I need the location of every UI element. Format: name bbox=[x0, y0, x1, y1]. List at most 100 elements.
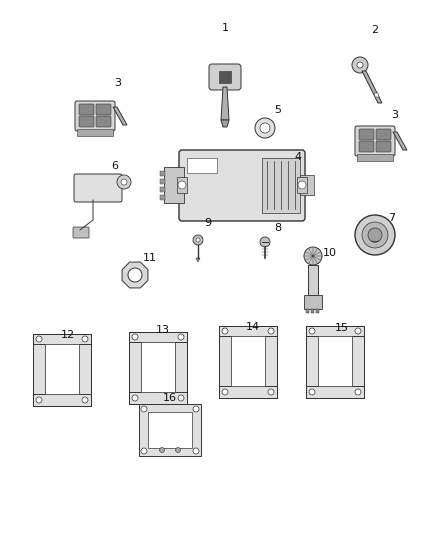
Bar bbox=[139, 404, 201, 456]
Circle shape bbox=[178, 395, 184, 401]
Bar bbox=[262, 158, 300, 213]
FancyBboxPatch shape bbox=[359, 129, 374, 140]
Bar bbox=[219, 326, 231, 398]
Text: 2: 2 bbox=[371, 25, 378, 35]
Bar bbox=[77, 129, 113, 136]
Circle shape bbox=[268, 328, 274, 334]
Bar bbox=[45, 344, 79, 394]
Text: 15: 15 bbox=[335, 323, 349, 333]
Circle shape bbox=[193, 448, 199, 454]
FancyBboxPatch shape bbox=[376, 129, 391, 140]
Bar bbox=[175, 332, 187, 404]
Text: 5: 5 bbox=[275, 105, 282, 115]
Bar bbox=[316, 309, 319, 313]
Bar bbox=[306, 326, 318, 398]
Circle shape bbox=[193, 235, 203, 245]
Bar bbox=[306, 386, 364, 398]
Circle shape bbox=[121, 179, 127, 185]
Circle shape bbox=[82, 397, 88, 403]
FancyBboxPatch shape bbox=[179, 150, 305, 221]
Circle shape bbox=[178, 334, 184, 340]
Bar bbox=[352, 326, 364, 398]
Bar bbox=[33, 334, 91, 406]
Bar bbox=[33, 394, 91, 406]
Polygon shape bbox=[221, 87, 229, 120]
Bar bbox=[219, 71, 231, 83]
Bar bbox=[129, 332, 141, 404]
Text: 7: 7 bbox=[389, 213, 396, 223]
Circle shape bbox=[304, 247, 322, 265]
Circle shape bbox=[128, 268, 142, 282]
Text: 3: 3 bbox=[114, 78, 121, 88]
Circle shape bbox=[260, 237, 270, 247]
Circle shape bbox=[141, 406, 147, 412]
Circle shape bbox=[357, 62, 363, 68]
Bar bbox=[306, 326, 364, 336]
Circle shape bbox=[132, 334, 138, 340]
Circle shape bbox=[260, 123, 270, 133]
Circle shape bbox=[355, 328, 361, 334]
FancyBboxPatch shape bbox=[355, 126, 395, 156]
Polygon shape bbox=[362, 71, 382, 103]
Text: 9: 9 bbox=[205, 218, 212, 228]
Bar bbox=[160, 187, 165, 192]
Circle shape bbox=[355, 389, 361, 395]
Circle shape bbox=[355, 215, 395, 255]
Circle shape bbox=[176, 448, 180, 453]
Circle shape bbox=[298, 181, 306, 189]
FancyBboxPatch shape bbox=[209, 64, 241, 90]
Bar bbox=[164, 167, 184, 203]
Bar bbox=[306, 309, 309, 313]
Text: 12: 12 bbox=[61, 330, 75, 340]
FancyBboxPatch shape bbox=[376, 141, 391, 152]
Bar bbox=[318, 336, 352, 386]
Bar bbox=[160, 195, 165, 200]
FancyBboxPatch shape bbox=[359, 141, 374, 152]
Circle shape bbox=[159, 448, 165, 453]
FancyBboxPatch shape bbox=[73, 227, 89, 238]
Circle shape bbox=[36, 397, 42, 403]
Circle shape bbox=[352, 57, 368, 73]
Bar bbox=[177, 177, 187, 193]
Bar bbox=[219, 326, 277, 336]
Bar bbox=[219, 326, 277, 398]
Bar bbox=[129, 392, 187, 404]
Text: 8: 8 bbox=[275, 223, 282, 233]
Circle shape bbox=[368, 228, 382, 242]
Text: 1: 1 bbox=[222, 23, 229, 33]
Bar bbox=[311, 309, 314, 313]
Bar bbox=[160, 179, 165, 184]
Circle shape bbox=[82, 336, 88, 342]
FancyBboxPatch shape bbox=[79, 116, 94, 127]
FancyBboxPatch shape bbox=[96, 116, 111, 127]
Bar bbox=[79, 334, 91, 406]
Circle shape bbox=[222, 389, 228, 395]
Text: 3: 3 bbox=[392, 110, 399, 120]
Bar bbox=[308, 265, 318, 295]
Bar bbox=[300, 175, 314, 195]
Circle shape bbox=[196, 238, 200, 242]
FancyBboxPatch shape bbox=[79, 104, 94, 115]
Bar bbox=[141, 342, 175, 392]
Circle shape bbox=[309, 389, 315, 395]
Text: 16: 16 bbox=[163, 393, 177, 403]
Bar bbox=[306, 326, 364, 398]
Bar bbox=[304, 295, 322, 309]
Bar bbox=[265, 326, 277, 398]
Polygon shape bbox=[196, 258, 200, 262]
Circle shape bbox=[193, 406, 199, 412]
Circle shape bbox=[362, 222, 388, 248]
Bar bbox=[160, 171, 165, 176]
Text: 10: 10 bbox=[323, 248, 337, 258]
Polygon shape bbox=[113, 107, 127, 125]
Bar bbox=[129, 332, 187, 342]
Bar bbox=[297, 177, 307, 193]
Text: 6: 6 bbox=[112, 161, 119, 171]
Circle shape bbox=[268, 389, 274, 395]
Polygon shape bbox=[122, 262, 148, 288]
Text: 14: 14 bbox=[246, 322, 260, 332]
Polygon shape bbox=[393, 132, 407, 150]
Bar bbox=[33, 334, 91, 344]
Text: 4: 4 bbox=[294, 152, 301, 162]
Bar bbox=[33, 334, 45, 406]
